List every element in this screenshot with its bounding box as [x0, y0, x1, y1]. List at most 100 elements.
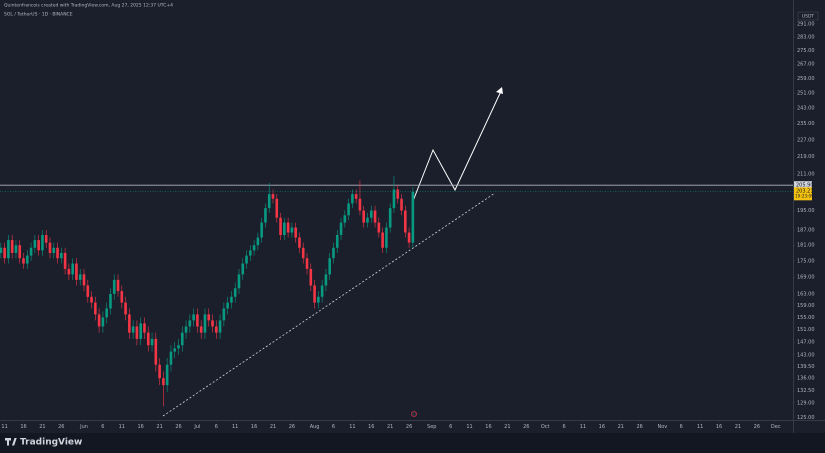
candle-body: [309, 268, 313, 286]
candle-body: [366, 217, 369, 223]
candle-body: [56, 247, 59, 259]
y-tick-label: 195.00: [797, 208, 815, 214]
candle-body: [37, 240, 40, 251]
currency: USDT: [802, 14, 815, 20]
candle-body: [256, 237, 260, 246]
candle-body: [124, 302, 127, 315]
footer-bar: [0, 433, 825, 453]
x-tick-label: 16: [20, 424, 26, 430]
candle-body: [362, 210, 366, 223]
y-tick-label: 219.00: [797, 154, 815, 160]
candle-body: [199, 326, 203, 333]
x-tick-label: Sep: [427, 424, 436, 430]
candle-body: [400, 198, 403, 211]
candle-body: [249, 250, 252, 256]
x-tick-label: 21: [156, 424, 162, 430]
y-tick-label: 275.00: [797, 48, 815, 54]
candle-body: [207, 314, 211, 321]
candle-body: [105, 308, 108, 318]
x-tick-label: 26: [636, 424, 642, 430]
candle-body: [245, 255, 248, 264]
x-tick-label: Nov: [657, 424, 667, 430]
y-tick-label: 147.00: [797, 340, 815, 346]
candle-body: [275, 198, 279, 218]
y-tick-label: 175.00: [797, 258, 815, 264]
candle-body: [271, 194, 275, 199]
y-tick-label: 139.50: [797, 364, 815, 370]
candle-body: [29, 247, 33, 256]
candle-body: [109, 293, 112, 309]
y-tick-label: 125.00: [797, 415, 815, 421]
candle-body: [237, 274, 241, 289]
x-tick-label: 26: [406, 424, 412, 430]
candle-body: [396, 189, 400, 199]
candle-body: [67, 268, 71, 275]
candle-body: [10, 240, 14, 253]
y-tick-label: 227.00: [797, 137, 815, 143]
x-tick-label: 6: [332, 424, 335, 430]
logo: TradingView: [5, 438, 82, 448]
projection-arrowhead: [496, 87, 503, 94]
candle-body: [279, 217, 282, 236]
logo-mark: [5, 438, 17, 446]
x-tick-label: Jun: [79, 424, 88, 430]
candle-body: [211, 320, 214, 327]
candle-body: [226, 302, 229, 309]
x-tick-label: 16: [716, 424, 722, 430]
y-tick-label: 243.00: [797, 106, 815, 112]
y-tick-label: 159.00: [797, 303, 815, 309]
candle-body: [63, 252, 67, 269]
candle-body: [146, 332, 150, 346]
last-price-label: 203.21: [796, 188, 814, 194]
x-tick-label: 11: [119, 424, 125, 430]
candle-body: [94, 302, 97, 315]
candle-body: [196, 314, 199, 327]
candle-body: [404, 210, 407, 233]
candle-body: [320, 285, 324, 297]
candle-body: [158, 364, 161, 379]
candle-body: [301, 247, 305, 259]
x-tick-label: Dec: [771, 424, 781, 430]
candle-body: [120, 291, 124, 303]
candle-body: [324, 274, 328, 286]
candle-body: [290, 227, 294, 233]
brand: TradingView: [20, 438, 82, 448]
x-tick-label: 21: [270, 424, 276, 430]
y-tick-label: 181.00: [797, 243, 815, 249]
candle-body: [369, 210, 373, 218]
candle-body: [131, 326, 135, 333]
x-tick-label: Oct: [541, 424, 550, 430]
y-tick-label: 136.00: [797, 376, 815, 382]
x-tick-label: 11: [466, 424, 472, 430]
candle-body: [82, 274, 86, 286]
candle-body: [112, 279, 116, 294]
x-tick-label: 26: [523, 424, 529, 430]
y-tick-label: 163.00: [797, 291, 815, 297]
x-tick-label: 26: [754, 424, 760, 430]
candle-body: [18, 245, 22, 259]
x-tick-label: Aug: [310, 424, 320, 430]
x-tick-label: 26: [175, 424, 181, 430]
currency-box: [797, 11, 819, 21]
candle-body: [233, 288, 237, 297]
x-tick-label: 6: [215, 424, 218, 430]
candle-body: [154, 338, 158, 365]
candle-body: [407, 232, 411, 243]
y-tick-label: 169.00: [797, 275, 815, 281]
candle-body: [298, 237, 301, 248]
x-tick-label: Jul: [193, 424, 200, 430]
candle-body: [377, 222, 381, 233]
candle-body: [97, 314, 101, 327]
y-tick-label: 291.00: [797, 22, 815, 28]
x-tick-label: 11: [1, 424, 7, 430]
candle-body: [165, 364, 169, 386]
x-tick-label: 16: [485, 424, 491, 430]
candle-body: [75, 263, 78, 280]
candle-body: [385, 227, 388, 248]
candle-body: [101, 317, 105, 327]
x-tick-label: 6: [449, 424, 452, 430]
candle-body: [44, 235, 48, 243]
candle-body: [78, 274, 82, 280]
y-tick-label: 259.00: [797, 76, 815, 82]
x-tick-label: 6: [101, 424, 104, 430]
